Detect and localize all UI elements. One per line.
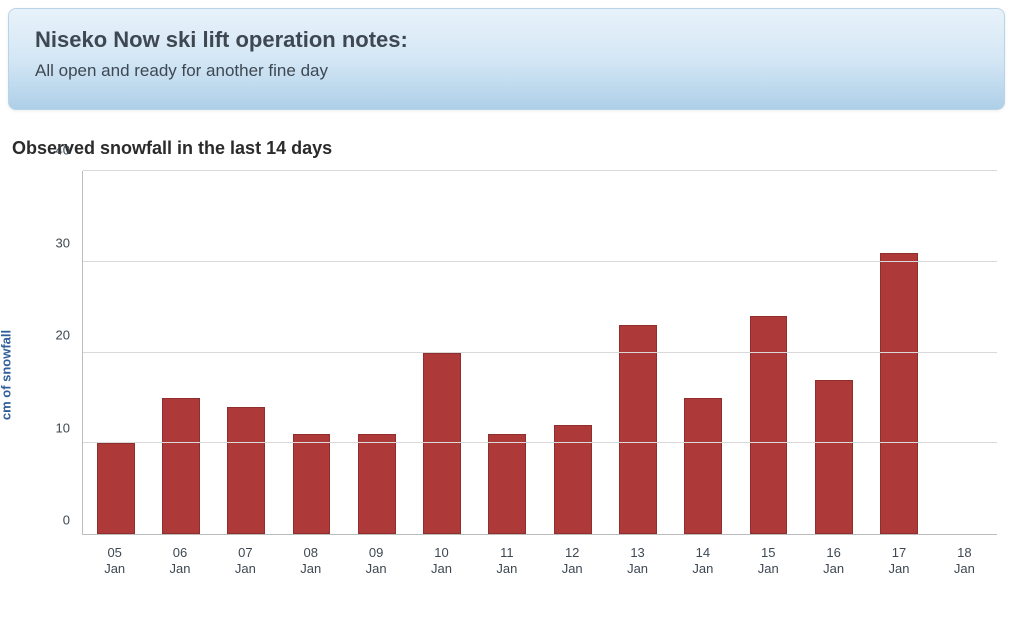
y-tick-label: 10 (56, 420, 70, 435)
bar-slot (801, 171, 866, 534)
y-tick-label: 0 (63, 513, 70, 528)
y-tick-label: 20 (56, 328, 70, 343)
snowfall-chart-title: Observed snowfall in the last 14 days (12, 138, 1013, 159)
x-tick-label: 08Jan (278, 539, 343, 585)
x-axis-labels: 05Jan06Jan07Jan08Jan09Jan10Jan11Jan12Jan… (82, 539, 997, 585)
grid-line (83, 261, 997, 262)
grid-line (83, 170, 997, 171)
x-tick-label: 11Jan (474, 539, 539, 585)
bar-slot (279, 171, 344, 534)
x-tick-label: 09Jan (343, 539, 408, 585)
snowfall-bar (293, 434, 331, 534)
snowfall-bar (162, 398, 200, 534)
grid-line (83, 442, 997, 443)
lift-notes-body: All open and ready for another fine day (35, 61, 978, 81)
bar-slot (409, 171, 474, 534)
x-tick-label: 13Jan (605, 539, 670, 585)
bar-slot (866, 171, 931, 534)
y-axis-ticks: 010203040 (38, 165, 76, 535)
snowfall-bar (815, 380, 853, 534)
bar-slot (475, 171, 540, 534)
x-tick-label: 18Jan (932, 539, 997, 585)
y-tick-label: 40 (56, 143, 70, 158)
bar-slot (540, 171, 605, 534)
snowfall-bar (488, 434, 526, 534)
snowfall-bar (750, 316, 788, 534)
snowfall-bar (880, 253, 918, 534)
bar-slot (83, 171, 148, 534)
y-tick-label: 30 (56, 235, 70, 250)
bar-slot (605, 171, 670, 534)
snowfall-bar (358, 434, 396, 534)
y-axis-label: cm of snowfall (0, 330, 14, 420)
x-tick-label: 14Jan (670, 539, 735, 585)
bar-slot (148, 171, 213, 534)
snowfall-bar (227, 407, 265, 534)
snowfall-bar (423, 353, 461, 535)
bar-slot (671, 171, 736, 534)
snowfall-bar (97, 443, 135, 534)
bar-slot (344, 171, 409, 534)
x-tick-label: 17Jan (866, 539, 931, 585)
x-tick-label: 05Jan (82, 539, 147, 585)
bar-slot (932, 171, 997, 534)
x-tick-label: 12Jan (540, 539, 605, 585)
bar-slot (736, 171, 801, 534)
x-tick-label: 07Jan (213, 539, 278, 585)
x-tick-label: 15Jan (736, 539, 801, 585)
lift-notes-panel: Niseko Now ski lift operation notes: All… (8, 8, 1005, 110)
x-tick-label: 06Jan (147, 539, 212, 585)
grid-line (83, 352, 997, 353)
bars-container (83, 171, 997, 534)
x-tick-label: 16Jan (801, 539, 866, 585)
bar-slot (214, 171, 279, 534)
x-tick-label: 10Jan (409, 539, 474, 585)
plot-area (82, 171, 997, 535)
snowfall-bar (619, 325, 657, 534)
snowfall-chart: cm of snowfall 010203040 05Jan06Jan07Jan… (12, 165, 1001, 585)
lift-notes-title: Niseko Now ski lift operation notes: (35, 27, 978, 53)
snowfall-bar (684, 398, 722, 534)
